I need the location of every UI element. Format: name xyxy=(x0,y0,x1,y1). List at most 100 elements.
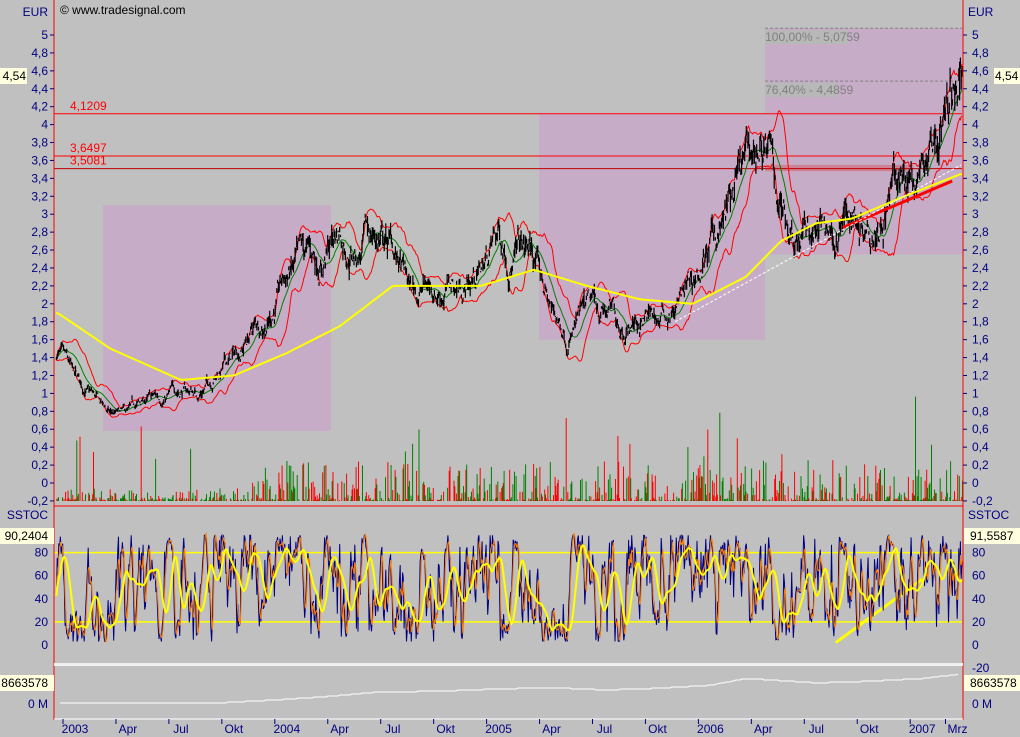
volume-bar xyxy=(459,499,461,501)
volume-bar xyxy=(694,491,696,501)
volume-bar xyxy=(726,498,728,501)
volume-bar xyxy=(416,470,418,501)
volume-bar xyxy=(164,497,166,501)
volume-bar xyxy=(185,499,187,501)
volume-bar xyxy=(833,499,835,501)
volume-bar xyxy=(829,492,831,501)
volume-bar xyxy=(501,488,503,501)
volume-bar xyxy=(478,498,480,501)
volume-bar xyxy=(67,490,69,501)
volume-bar xyxy=(872,500,874,501)
volume-bar xyxy=(956,499,958,501)
volume-bar xyxy=(515,475,517,501)
volume-bar xyxy=(323,500,324,501)
volume-bar xyxy=(715,496,717,501)
volume-bar xyxy=(471,491,472,501)
volume-bar xyxy=(823,499,825,501)
x-tick-label: 2006 xyxy=(697,722,724,736)
price-tick-right: 2,2 xyxy=(972,279,989,293)
stochastic-panel xyxy=(54,532,963,644)
equity-zero-left: 0 M xyxy=(28,697,48,711)
stoch-value-left-bg xyxy=(0,528,54,544)
price-tick-right: 0,4 xyxy=(972,440,989,454)
volume-bar xyxy=(140,426,142,501)
volume-bar xyxy=(530,499,532,501)
volume-bar xyxy=(893,476,895,501)
volume-bar xyxy=(691,479,693,501)
volume-bar xyxy=(467,497,469,501)
volume-bar xyxy=(303,463,305,501)
volume-bar xyxy=(403,464,405,501)
volume-bar xyxy=(758,499,760,501)
volume-bar xyxy=(623,466,624,501)
volume-bar xyxy=(366,498,368,501)
volume-bar xyxy=(669,500,671,501)
volume-bar xyxy=(587,500,589,501)
volume-bar xyxy=(775,474,776,501)
volume-bar xyxy=(678,498,680,501)
volume-bar xyxy=(459,471,461,501)
volume-bar xyxy=(502,483,504,501)
volume-bar xyxy=(751,468,753,501)
volume-bar xyxy=(899,500,901,501)
volume-bar xyxy=(108,499,110,501)
volume-bar xyxy=(424,495,426,501)
volume-bar xyxy=(437,499,439,501)
x-tick-label: Jul xyxy=(597,722,612,736)
volume-bar xyxy=(275,494,277,501)
volume-bar xyxy=(406,499,408,501)
volume-bar xyxy=(661,496,663,501)
volume-bar xyxy=(654,499,655,501)
volume-bar xyxy=(468,500,470,501)
volume-bar xyxy=(220,496,222,501)
volume-bar xyxy=(857,493,858,501)
volume-bar xyxy=(839,477,841,501)
volume-bar xyxy=(853,483,855,501)
volume-bar xyxy=(180,500,182,501)
volume-bar xyxy=(721,481,723,501)
volume-bar xyxy=(369,499,371,501)
volume-bar xyxy=(358,461,359,501)
x-tick-label: Okt xyxy=(436,722,455,736)
volume-bar xyxy=(425,500,427,501)
volume-bar xyxy=(253,486,255,501)
equity-value-right: 8663578 xyxy=(970,676,1017,690)
volume-bar xyxy=(448,470,450,501)
volume-bar xyxy=(122,495,124,501)
volume-bar xyxy=(284,500,285,501)
volume-bar xyxy=(537,497,538,501)
volume-bar xyxy=(926,469,928,501)
fib-zone xyxy=(765,28,963,255)
volume-bar xyxy=(390,465,392,501)
volume-bar xyxy=(684,498,686,501)
volume-bar xyxy=(859,477,861,501)
volume-bar xyxy=(268,499,270,501)
price-tick-left: 1 xyxy=(41,386,48,400)
price-tick-right: 4,4 xyxy=(972,82,989,96)
volume-bar xyxy=(608,499,610,501)
volume-bar xyxy=(346,473,348,501)
volume-bar xyxy=(274,499,276,501)
volume-bar xyxy=(242,499,244,501)
price-tick-left: 2,4 xyxy=(31,261,48,275)
volume-bar xyxy=(728,490,730,501)
volume-bar xyxy=(774,479,776,501)
price-tick-right: 1,6 xyxy=(972,333,989,347)
volume-bar xyxy=(685,480,687,501)
volume-bar xyxy=(618,461,620,501)
volume-bar xyxy=(658,496,660,501)
volume-bar xyxy=(897,500,899,501)
price-tick-left: 5 xyxy=(41,28,48,42)
level-label: 3,5081 xyxy=(70,154,107,168)
volume-bar xyxy=(647,465,649,501)
volume-bar xyxy=(130,499,132,501)
volume-bar xyxy=(273,500,275,501)
volume-bar xyxy=(930,500,932,501)
price-tick-right: 2 xyxy=(972,297,979,311)
volume-bar xyxy=(876,491,878,501)
volume-bar xyxy=(588,496,590,501)
price-tick-right: 0,8 xyxy=(972,404,989,418)
volume-bar xyxy=(73,500,75,501)
volume-bar xyxy=(585,481,587,501)
volume-bar xyxy=(836,499,838,501)
